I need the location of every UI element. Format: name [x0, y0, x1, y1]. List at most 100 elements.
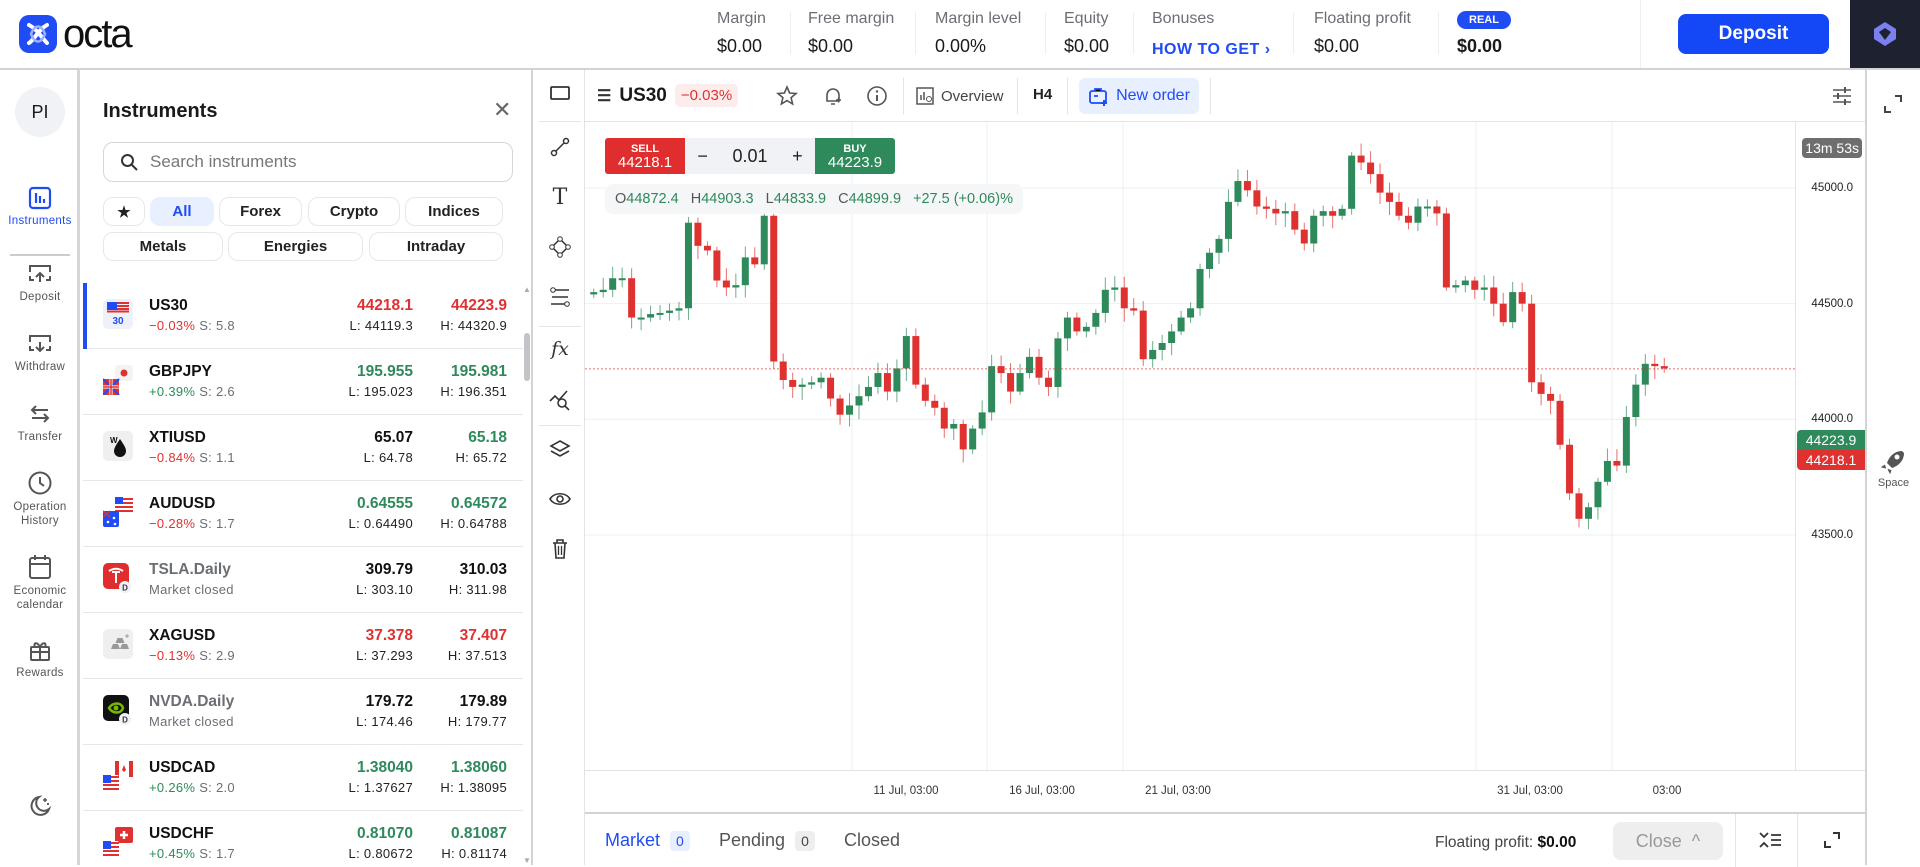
- brand-logo[interactable]: octa: [19, 14, 133, 54]
- search-icon: [121, 154, 138, 171]
- gbp-jpy-flag-icon: [103, 365, 133, 395]
- instrument-row-us30[interactable]: 30 US30 −0.03% S: 5.8 44218.1 44223.9 L:…: [83, 283, 523, 349]
- instrument-row-nvda[interactable]: D NVDA.Daily Market closed 179.72 179.89…: [83, 679, 523, 745]
- instrument-symbol: US30: [149, 297, 188, 314]
- silver-bars-icon: [103, 629, 133, 659]
- us30-icon: 30: [103, 299, 133, 329]
- change-badge: −0.03%: [674, 84, 739, 107]
- expand-panel-icon[interactable]: [1821, 829, 1845, 853]
- chart-settings-icon[interactable]: [1830, 84, 1854, 108]
- bid-price: 44218.1: [356, 297, 413, 314]
- clock-icon: [28, 471, 52, 495]
- briefcase-plus-icon: [1089, 88, 1108, 106]
- bonuses-stat: Bonuses HOW TO GET ›: [1152, 10, 1271, 58]
- lot-size-stepper[interactable]: − 0.01 +: [685, 138, 815, 174]
- filter-metals[interactable]: Metals: [103, 232, 223, 261]
- panel-title: Instruments: [103, 100, 218, 122]
- indicators-fx-icon[interactable]: fx: [551, 338, 569, 360]
- instrument-row-usdchf[interactable]: USDCHF +0.45% S: 1.7 0.81070 0.81087 L: …: [83, 811, 523, 865]
- octa-logo-icon: [19, 15, 57, 53]
- deposit-button[interactable]: Deposit: [1678, 14, 1829, 54]
- nav-transfer[interactable]: Transfer: [0, 402, 80, 444]
- calendar-icon: [29, 555, 51, 579]
- candlestick-series: [585, 122, 1795, 770]
- trend-line-icon[interactable]: [545, 132, 575, 162]
- instrument-row-audusd[interactable]: AUDUSD −0.28% S: 1.7 0.64555 0.64572 L: …: [83, 481, 523, 547]
- favorites-filter[interactable]: ★: [103, 197, 145, 226]
- usd-cad-flag-icon: [103, 761, 133, 791]
- filter-forex[interactable]: Forex: [219, 197, 302, 226]
- nav-rewards[interactable]: Rewards: [0, 638, 80, 680]
- price-chart[interactable]: SELL 44218.1 − 0.01 + BUY 44223.9 O44872.4…: [585, 122, 1865, 812]
- nav-operation-history[interactable]: Operation History: [0, 470, 80, 528]
- info-icon[interactable]: [865, 84, 889, 108]
- eye-icon[interactable]: [545, 484, 575, 514]
- search-input[interactable]: [150, 152, 480, 172]
- tab-pending[interactable]: Pending 0: [719, 830, 815, 851]
- floating-profit-stat: Floating profit $0.00: [1314, 10, 1411, 56]
- nvidia-logo-icon: D: [103, 695, 131, 725]
- nav-economic-calendar[interactable]: Economic calendar: [0, 554, 80, 612]
- tab-closed[interactable]: Closed: [844, 830, 901, 850]
- sell-button[interactable]: SELL 44218.1: [605, 138, 685, 174]
- increase-lot-button[interactable]: +: [792, 145, 803, 166]
- instrument-row-xtiusd[interactable]: W XTIUSD −0.84% S: 1.1 65.07 65.18 L: 64…: [83, 415, 523, 481]
- chart-header: ☰ US30 −0.03% Overview H4 New order: [585, 70, 1865, 122]
- transfer-icon: [30, 405, 50, 423]
- left-navigation: PI Instruments Deposit Withdraw Transfer…: [0, 70, 80, 865]
- instrument-row-usdcad[interactable]: USDCAD +0.26% S: 2.0 1.38040 1.38060 L: …: [83, 745, 523, 811]
- theme-toggle[interactable]: [0, 793, 80, 823]
- filter-all[interactable]: All: [150, 197, 214, 226]
- account-balance[interactable]: REAL $0.00: [1457, 10, 1511, 57]
- instrument-list-scrollbar[interactable]: ▲ ▼: [523, 285, 531, 865]
- filter-crypto[interactable]: Crypto: [308, 197, 400, 226]
- ask-price: 44223.9: [450, 297, 507, 314]
- floating-profit: Floating profit: $0.00: [1435, 834, 1577, 851]
- favorite-star-icon[interactable]: [775, 84, 799, 108]
- close-icon[interactable]: ✕: [493, 97, 512, 122]
- close-positions-button[interactable]: Close ^: [1613, 822, 1723, 860]
- nav-instruments[interactable]: Instruments: [0, 186, 80, 228]
- new-order-button[interactable]: New order: [1079, 78, 1199, 114]
- collapse-list-icon[interactable]: [1757, 829, 1781, 853]
- ohlc-legend: O44872.4 H44903.3 L44833.9 C44899.9 +27.…: [605, 184, 1023, 214]
- avatar[interactable]: PI: [15, 87, 65, 137]
- rocket-icon: [1880, 451, 1904, 475]
- tab-market[interactable]: Market 0: [605, 830, 690, 851]
- layers-icon[interactable]: [545, 434, 575, 464]
- filter-energies[interactable]: Energies: [228, 232, 363, 261]
- filter-intraday[interactable]: Intraday: [369, 232, 503, 261]
- fullscreen-icon[interactable]: [1883, 94, 1903, 119]
- shapes-tool-icon[interactable]: [545, 232, 575, 262]
- layout-icon[interactable]: [545, 78, 575, 108]
- time-axis[interactable]: 11 Jul, 03:00 16 Jul, 03:00 21 Jul, 03:0…: [585, 770, 1865, 812]
- equity-stat: Equity $0.00: [1064, 10, 1110, 56]
- chart-bars-icon: [28, 186, 52, 210]
- lot-size-value[interactable]: 0.01: [732, 145, 768, 166]
- price-alert-bell-icon[interactable]: [821, 84, 845, 108]
- timeframe-selector[interactable]: H4: [1033, 86, 1053, 103]
- trash-icon[interactable]: [545, 534, 575, 564]
- overview-chart-icon: [916, 87, 934, 105]
- instrument-row-xagusd[interactable]: XAGUSD −0.13% S: 2.9 37.378 37.407 L: 37…: [83, 613, 523, 679]
- space-button[interactable]: [1850, 0, 1920, 68]
- analysis-icon[interactable]: [545, 384, 575, 414]
- decrease-lot-button[interactable]: −: [697, 145, 708, 166]
- buy-button[interactable]: BUY 44223.9: [815, 138, 895, 174]
- nav-deposit[interactable]: Deposit: [0, 262, 80, 304]
- filter-indices[interactable]: Indices: [405, 197, 503, 226]
- search-field[interactable]: [103, 142, 513, 182]
- space-logo-icon: [1874, 22, 1896, 46]
- overview-button[interactable]: Overview: [915, 86, 1004, 106]
- how-to-get-link[interactable]: HOW TO GET ›: [1152, 41, 1271, 58]
- drawing-toolbar: T fx: [535, 70, 585, 865]
- fibonacci-tool-icon[interactable]: [545, 282, 575, 312]
- space-shortcut[interactable]: Space: [1867, 448, 1920, 489]
- symbol-selector[interactable]: ☰ US30 −0.03%: [597, 84, 739, 107]
- account-type-badge: REAL: [1457, 11, 1511, 29]
- instrument-row-gbpjpy[interactable]: GBPJPY +0.39% S: 2.6 195.955 195.981 L: …: [83, 349, 523, 415]
- text-tool-icon[interactable]: T: [552, 184, 568, 210]
- candle-countdown: 13m 53s: [1802, 138, 1862, 158]
- nav-withdraw[interactable]: Withdraw: [0, 332, 80, 374]
- instrument-row-tsla[interactable]: D TSLA.Daily Market closed 309.79 310.03…: [83, 547, 523, 613]
